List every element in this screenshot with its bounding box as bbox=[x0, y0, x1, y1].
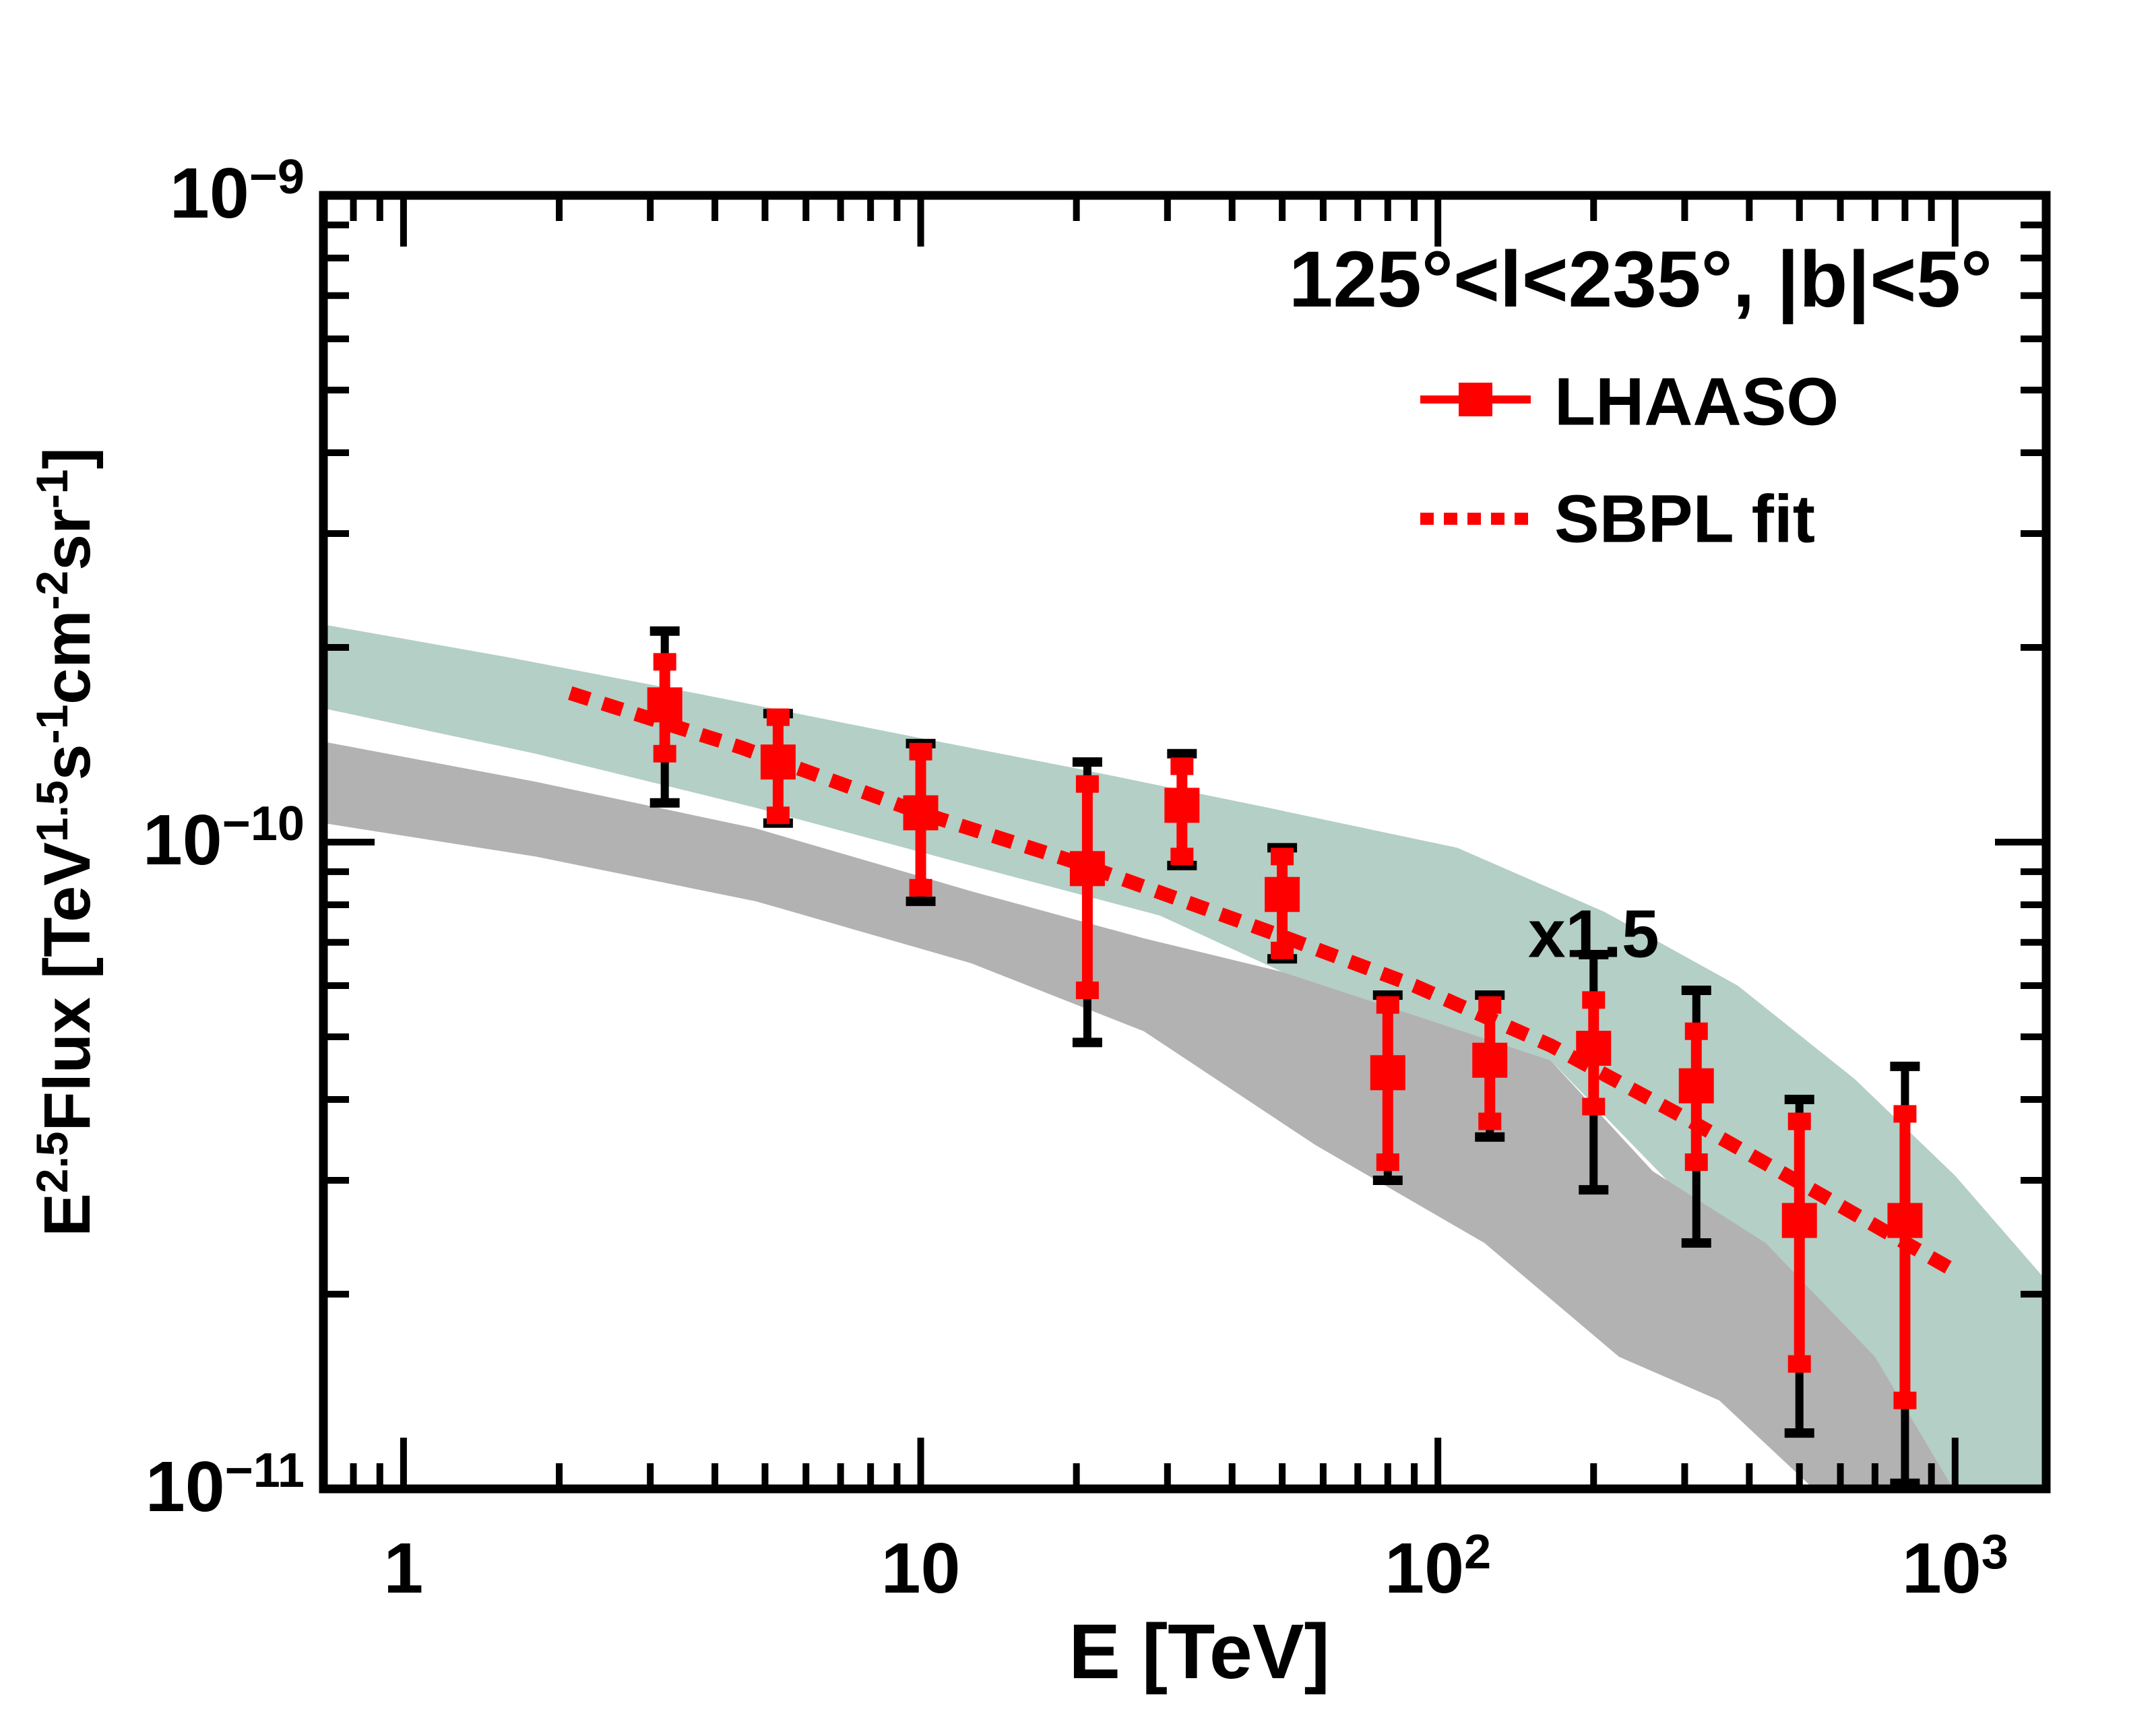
x-tick-label: 103 bbox=[1901, 1525, 2008, 1608]
data-marker-square bbox=[1069, 851, 1105, 887]
data-marker-square bbox=[1265, 876, 1300, 912]
lhaaso-data-point bbox=[760, 708, 796, 828]
y-tick-label: 10−10 bbox=[142, 797, 305, 881]
lhaaso-data-point bbox=[1370, 990, 1405, 1185]
data-marker-square bbox=[760, 744, 796, 780]
data-marker-square bbox=[1887, 1203, 1923, 1238]
legend-marker-lhaaso bbox=[1418, 375, 1533, 428]
sbpl-fit-line bbox=[568, 686, 1952, 1274]
data-marker-square bbox=[1576, 1031, 1612, 1066]
lhaaso-data-point bbox=[1164, 748, 1200, 870]
y-tick-label: 10−11 bbox=[145, 1444, 305, 1527]
model-band-gray bbox=[323, 741, 1954, 1489]
data-marker-square bbox=[647, 687, 683, 723]
data-marker-square bbox=[1370, 1055, 1405, 1091]
dotted-line-icon bbox=[1420, 513, 1531, 525]
region-annotation: 125°<l<235°, |b|<5° bbox=[1288, 235, 1993, 324]
legend-label-lhaaso: LHAASO bbox=[1554, 364, 1839, 440]
data-marker-square bbox=[903, 795, 939, 831]
square-with-line-icon bbox=[1420, 383, 1531, 416]
y-tick-label: 10−9 bbox=[169, 150, 305, 234]
x-tick-label: 10 bbox=[881, 1529, 961, 1608]
data-marker-square bbox=[1472, 1042, 1508, 1078]
legend-marker-sbpl-fit bbox=[1418, 504, 1533, 537]
lhaaso-data-point bbox=[1887, 1061, 1923, 1488]
scale-factor-annotation: x1.5 bbox=[1527, 896, 1659, 972]
lhaaso-data-point bbox=[647, 626, 683, 808]
x-tick-label: 1 bbox=[383, 1529, 424, 1608]
lhaaso-data-point bbox=[1472, 990, 1508, 1142]
x-axis-title: E [TeV] bbox=[1069, 1609, 1330, 1695]
axis-ticks bbox=[320, 192, 2046, 1492]
lhaaso-data-point bbox=[1781, 1095, 1817, 1438]
lhaaso-data-point bbox=[1265, 843, 1300, 964]
lhaaso-data-point bbox=[1576, 949, 1612, 1195]
data-marker-square bbox=[1781, 1203, 1817, 1238]
x-tick-label: 102 bbox=[1385, 1525, 1492, 1608]
legend-label-sbpl-fit: SBPL fit bbox=[1554, 481, 1816, 557]
lhaaso-data-point bbox=[1678, 985, 1714, 1248]
plot-area bbox=[323, 624, 2046, 1489]
data-marker-square bbox=[1678, 1068, 1714, 1104]
lhaaso-data-point bbox=[1069, 757, 1105, 1048]
data-marker-square bbox=[1164, 788, 1200, 823]
lhaaso-data-point bbox=[903, 738, 939, 906]
